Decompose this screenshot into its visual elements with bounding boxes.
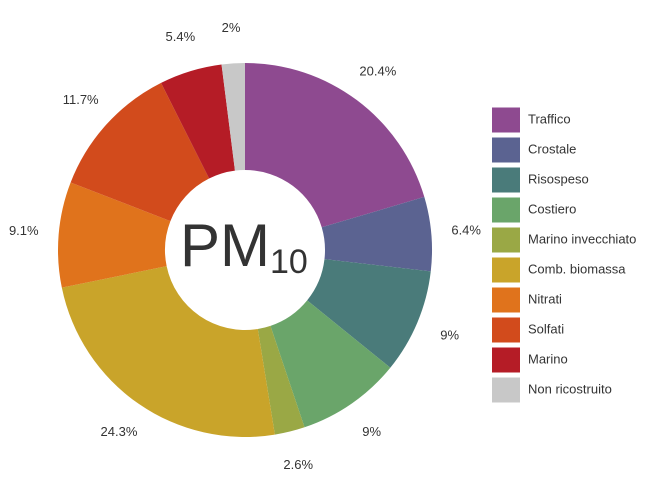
donut-slice bbox=[221, 63, 245, 171]
donut-slice bbox=[161, 64, 235, 179]
legend-swatch bbox=[492, 287, 520, 313]
legend-label: Nitrati bbox=[528, 291, 562, 306]
center-label: PM10 bbox=[180, 212, 308, 281]
value-label: 9% bbox=[440, 327, 459, 342]
center-main: PM bbox=[180, 212, 270, 279]
legend-swatch bbox=[492, 377, 520, 403]
donut-slice bbox=[245, 63, 425, 228]
value-label: 20.4% bbox=[359, 64, 396, 79]
legend-label: Marino bbox=[528, 351, 568, 366]
legend-swatch bbox=[492, 107, 520, 133]
value-label: 2% bbox=[222, 20, 241, 35]
donut-slice bbox=[321, 196, 432, 272]
legend-label: Traffico bbox=[528, 111, 571, 126]
legend-label: Comb. biomassa bbox=[528, 261, 626, 276]
legend-swatch bbox=[492, 137, 520, 163]
donut-slice bbox=[61, 266, 275, 438]
legend-label: Solfati bbox=[528, 321, 564, 336]
legend-label: Costiero bbox=[528, 201, 576, 216]
legend-swatch bbox=[492, 197, 520, 223]
donut-slice bbox=[57, 182, 171, 288]
value-label: 6.4% bbox=[451, 222, 481, 237]
value-label: 11.7% bbox=[63, 92, 99, 107]
donut-slice bbox=[307, 259, 431, 368]
donut-slice bbox=[270, 300, 391, 428]
donut-slice bbox=[257, 325, 305, 435]
legend-swatch bbox=[492, 227, 520, 253]
center-subscript: 10 bbox=[270, 243, 308, 281]
value-label: 2.6% bbox=[283, 457, 313, 472]
legend-swatch bbox=[492, 257, 520, 283]
legend-swatch bbox=[492, 317, 520, 343]
donut-slice bbox=[70, 82, 210, 222]
value-label: 9.1% bbox=[9, 223, 39, 238]
legend-label: Crostale bbox=[528, 141, 576, 156]
value-label: 5.4% bbox=[166, 29, 196, 44]
legend-label: Risospeso bbox=[528, 171, 589, 186]
value-label: 9% bbox=[362, 424, 381, 439]
value-label: 24.3% bbox=[101, 424, 138, 439]
legend-swatch bbox=[492, 347, 520, 373]
legend-label: Marino invecchiato bbox=[528, 231, 636, 246]
legend-label: Non ricostruito bbox=[528, 381, 612, 396]
legend-swatch bbox=[492, 167, 520, 193]
